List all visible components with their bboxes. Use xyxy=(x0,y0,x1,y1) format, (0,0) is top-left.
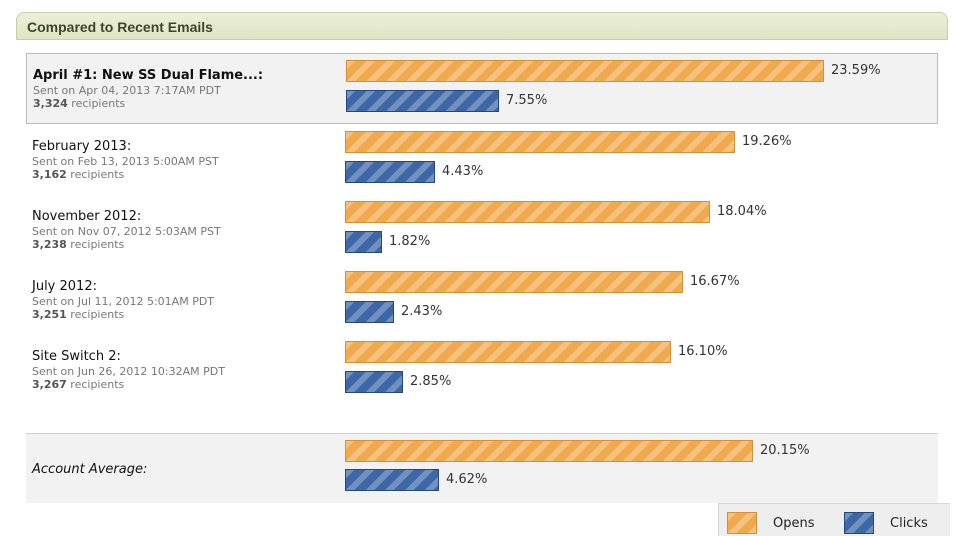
row-info: Account Average: xyxy=(32,462,147,477)
row-name: April #1: New SS Dual Flame...: xyxy=(33,68,264,83)
clicks-bar xyxy=(345,161,435,183)
recipients-count: 3,162 recipients xyxy=(32,168,219,181)
clicks-value-label: 4.62% xyxy=(446,472,488,487)
recipients-suffix: recipients xyxy=(66,168,125,181)
opens-bar xyxy=(345,271,683,293)
clicks-value-label: 2.85% xyxy=(410,374,452,389)
sent-date: Sent on Nov 07, 2012 5:03AM PST xyxy=(32,225,221,238)
panel-header: Compared to Recent Emails xyxy=(16,12,948,40)
opens-bar xyxy=(346,60,824,82)
clicks-bar xyxy=(345,231,382,253)
clicks-bar xyxy=(345,469,439,491)
clicks-value-label: 4.43% xyxy=(442,164,484,179)
opens-value-label: 16.10% xyxy=(678,344,728,359)
recipients-number: 3,324 xyxy=(33,97,68,110)
clicks-value-label: 2.43% xyxy=(401,304,443,319)
row-info: November 2012: Sent on Nov 07, 2012 5:03A… xyxy=(32,209,221,251)
clicks-value-label: 1.82% xyxy=(389,234,431,249)
recipients-suffix: recipients xyxy=(66,308,125,321)
row-name: July 2012: xyxy=(32,279,97,294)
opens-value-label: 18.04% xyxy=(717,204,767,219)
email-row: November 2012: Sent on Nov 07, 2012 5:03A… xyxy=(26,194,938,262)
sent-date: Sent on Jul 11, 2012 5:01AM PDT xyxy=(32,295,215,308)
legend: Opens Clicks xyxy=(718,503,950,536)
row-info: Site Switch 2: Sent on Jun 26, 2012 10:32… xyxy=(32,349,225,391)
legend-label-opens: Opens xyxy=(773,516,815,531)
clicks-bar xyxy=(345,371,403,393)
legend-swatch-opens xyxy=(727,512,757,534)
recipients-number: 3,267 xyxy=(32,378,67,391)
sent-date: Sent on Jun 26, 2012 10:32AM PDT xyxy=(32,365,225,378)
row-info: April #1: New SS Dual Flame...: Sent on A… xyxy=(33,68,263,110)
opens-bar xyxy=(345,341,671,363)
recipients-number: 3,251 xyxy=(32,308,67,321)
email-row: Site Switch 2: Sent on Jun 26, 2012 10:32… xyxy=(26,334,938,402)
recipients-count: 3,324 recipients xyxy=(33,97,263,110)
clicks-value-label: 7.55% xyxy=(506,93,548,108)
email-row: July 2012: Sent on Jul 11, 2012 5:01AM PD… xyxy=(26,264,938,332)
opens-bar xyxy=(345,440,753,462)
recipients-count: 3,238 recipients xyxy=(32,238,221,251)
clicks-bar xyxy=(345,301,394,323)
row-name: Account Average: xyxy=(32,462,148,477)
legend-swatch-clicks xyxy=(844,512,874,534)
recipients-number: 3,238 xyxy=(32,238,67,251)
recipients-suffix: recipients xyxy=(66,238,125,251)
account-average-row: Account Average: 20.15% 4.62% xyxy=(26,433,938,503)
opens-value-label: 16.67% xyxy=(690,274,740,289)
opens-value-label: 20.15% xyxy=(760,443,810,458)
row-name: Site Switch 2: xyxy=(32,349,121,364)
email-row: April #1: New SS Dual Flame...: Sent on A… xyxy=(26,53,938,124)
row-name: February 2013: xyxy=(32,139,132,154)
recipients-count: 3,251 recipients xyxy=(32,308,214,321)
opens-value-label: 19.26% xyxy=(742,134,792,149)
row-info: July 2012: Sent on Jul 11, 2012 5:01AM PD… xyxy=(32,279,214,321)
opens-bar xyxy=(345,201,710,223)
row-name: November 2012: xyxy=(32,209,142,224)
email-row: February 2013: Sent on Feb 13, 2013 5:00A… xyxy=(26,124,938,192)
opens-bar xyxy=(345,131,735,153)
sent-date: Sent on Feb 13, 2013 5:00AM PST xyxy=(32,155,219,168)
recipients-number: 3,162 xyxy=(32,168,67,181)
clicks-bar xyxy=(346,90,499,112)
opens-value-label: 23.59% xyxy=(831,63,881,78)
recipients-count: 3,267 recipients xyxy=(32,378,225,391)
recipients-suffix: recipients xyxy=(67,97,126,110)
row-info: February 2013: Sent on Feb 13, 2013 5:00A… xyxy=(32,139,219,181)
recipients-suffix: recipients xyxy=(66,378,125,391)
sent-date: Sent on Apr 04, 2013 7:17AM PDT xyxy=(33,84,221,97)
legend-label-clicks: Clicks xyxy=(890,516,928,531)
panel-title: Compared to Recent Emails xyxy=(27,19,213,35)
